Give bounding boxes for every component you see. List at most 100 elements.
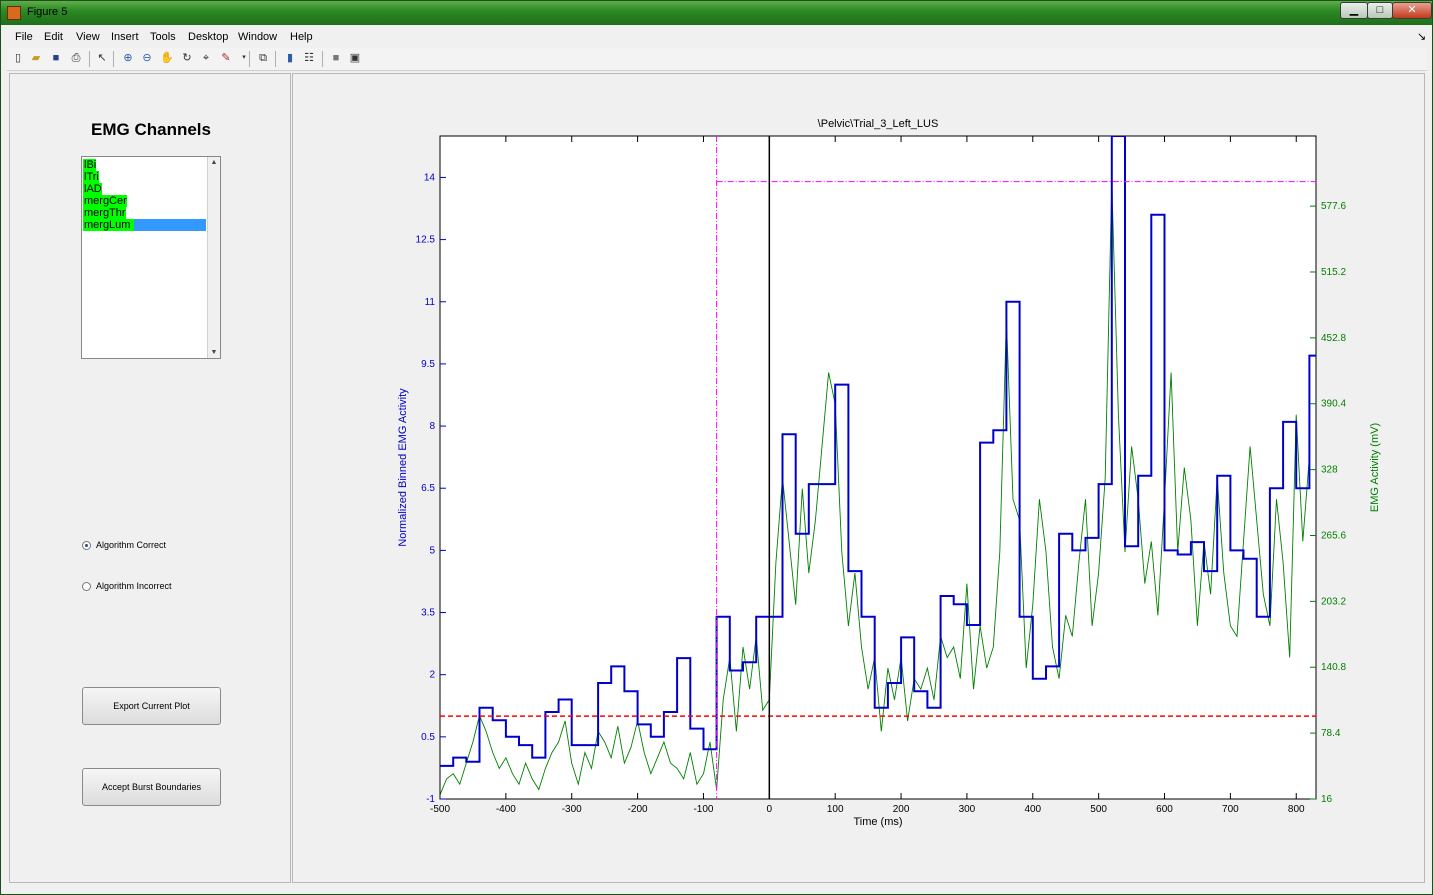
menu-file[interactable]: File [15, 31, 33, 43]
link-icon[interactable]: ⧉ [259, 52, 267, 64]
y-right-tick-label: 265.6 [1321, 530, 1346, 541]
channel-item[interactable]: lBi [83, 159, 97, 171]
x-tick-label: 200 [893, 804, 910, 815]
pointer-icon[interactable]: ↖ [97, 52, 107, 64]
scroll-down-icon[interactable]: ▼ [210, 349, 218, 356]
channel-item[interactable]: lAD [83, 183, 102, 195]
channel-panel: EMG Channels lBi lTri lAD mergCer mergTh… [9, 73, 291, 883]
y-right-tick-label: 140.8 [1321, 662, 1346, 673]
menu-insert[interactable]: Insert [111, 31, 139, 43]
y-right-tick-label: 78.4 [1321, 728, 1341, 739]
matlab-icon [7, 6, 21, 20]
zoom-out-icon[interactable]: ⊖ [142, 52, 152, 64]
scroll-up-icon[interactable]: ▲ [210, 159, 218, 166]
channel-item[interactable]: mergThr [83, 207, 126, 219]
y-left-tick-label: 6.5 [421, 483, 435, 494]
zoom-in-icon[interactable]: ⊕ [123, 52, 133, 64]
save-icon[interactable]: ■ [52, 52, 60, 64]
y-right-tick-label: 16 [1321, 794, 1333, 805]
x-tick-label: -200 [628, 804, 648, 815]
maximize-button[interactable]: □ [1367, 2, 1393, 19]
radio-dot-icon[interactable] [82, 582, 91, 591]
channel-listbox[interactable]: lBi lTri lAD mergCer mergThr mergLum ▲ ▼ [81, 156, 221, 359]
radio-label: Algorithm Correct [96, 540, 167, 550]
menu-view[interactable]: View [76, 31, 100, 43]
minimize-button[interactable]: ▁ [1340, 2, 1368, 19]
toolbar-separator [113, 51, 114, 67]
y-left-tick-label: 14 [424, 172, 436, 183]
channel-item[interactable]: lTri [83, 171, 99, 183]
rotate-icon[interactable]: ↻ [182, 52, 192, 64]
x-tick-label: -400 [496, 804, 516, 815]
y-right-tick-label: 577.6 [1321, 201, 1346, 212]
menu-bar: File Edit View Insert Tools Desktop Wind… [7, 28, 1427, 47]
y-left-tick-label: -1 [426, 794, 435, 805]
data-cursor-icon[interactable]: ⌖ [202, 52, 210, 64]
channel-item-selected[interactable]: mergLum [83, 219, 206, 231]
x-tick-label: -100 [693, 804, 713, 815]
x-tick-label: -500 [430, 804, 450, 815]
y-left-tick-label: 9.5 [421, 359, 435, 370]
y-left-tick-label: 0.5 [421, 732, 435, 743]
x-tick-label: 700 [1222, 804, 1239, 815]
y-left-tick-label: 5 [429, 545, 435, 556]
y-left-tick-label: 12.5 [416, 235, 436, 246]
plot-area [439, 135, 1317, 800]
toolbar-separator [275, 51, 276, 67]
legend-icon[interactable]: ☷ [304, 52, 314, 64]
menu-tools[interactable]: Tools [150, 31, 176, 43]
y-right-axis-label: EMG Activity (mV) [1369, 423, 1381, 512]
print-icon[interactable]: ⎙ [71, 52, 81, 64]
radio-label: Algorithm Incorrect [96, 581, 172, 591]
y-left-axis-label: Normalized Binned EMG Activity [397, 388, 409, 547]
toolbar: ▯ ▰ ■ ⎙ ↖ ⊕ ⊖ ✋ ↻ ⌖ ✎ ▾ ⧉ ▮ ☷ ■ ▣ [7, 48, 1427, 71]
open-file-icon[interactable]: ▰ [31, 52, 41, 64]
accept-burst-boundaries-button[interactable]: Accept Burst Boundaries [82, 768, 221, 806]
x-tick-label: -300 [562, 804, 582, 815]
x-tick-label: 500 [1090, 804, 1107, 815]
menu-overflow-icon[interactable]: ↘ [1417, 31, 1427, 43]
plot-panel: -500 -400 -300 -200 -100 0 100 200 300 400 500 600 7… [292, 73, 1425, 883]
radio-algorithm-incorrect[interactable]: Algorithm Incorrect [82, 581, 212, 595]
listbox-scrollbar[interactable]: ▲ ▼ [207, 157, 220, 358]
close-button[interactable]: ✕ [1392, 2, 1432, 19]
brush-dropdown-icon[interactable]: ▾ [242, 54, 246, 61]
new-figure-icon[interactable]: ▯ [14, 52, 22, 64]
x-axis-label: Time (ms) [853, 816, 902, 828]
dock-icon[interactable]: ▣ [349, 52, 361, 64]
x-tick-label: 400 [1024, 804, 1041, 815]
binned-emg-line [440, 136, 1316, 767]
x-tick-label: 100 [827, 804, 844, 815]
y-right-tick-label: 328 [1321, 465, 1338, 476]
toolbar-separator [89, 51, 90, 67]
menu-help[interactable]: Help [290, 31, 313, 43]
y-right-tick-label: 515.2 [1321, 267, 1346, 278]
export-current-plot-button[interactable]: Export Current Plot [82, 687, 221, 725]
menu-desktop[interactable]: Desktop [188, 31, 229, 43]
toolbar-separator [322, 51, 323, 67]
menu-edit[interactable]: Edit [44, 31, 63, 43]
x-tick-label: 800 [1288, 804, 1305, 815]
x-tick-label: 0 [767, 804, 773, 815]
y-right-tick-label: 203.2 [1321, 596, 1346, 607]
toolbar-separator [249, 51, 250, 67]
radio-algorithm-correct[interactable]: Algorithm Correct [82, 540, 212, 554]
y-right-tick-label: 452.8 [1321, 333, 1346, 344]
colorbar-icon[interactable]: ▮ [286, 52, 294, 64]
y-left-tick-label: 2 [429, 670, 435, 681]
chart-title: \Pelvic\Trial_3_Left_LUS [818, 118, 939, 130]
window-title: Figure 5 [27, 6, 68, 18]
panel-title: EMG Channels [91, 120, 211, 139]
emg-chart[interactable]: -500 -400 -300 -200 -100 0 100 200 300 400 500 600 7… [293, 74, 1424, 882]
menu-window[interactable]: Window [238, 31, 278, 43]
pan-icon[interactable]: ✋ [160, 52, 174, 64]
radio-dot-icon[interactable] [82, 541, 91, 550]
y-left-tick-label: 11 [425, 297, 436, 308]
x-tick-label: 300 [959, 804, 976, 815]
brush-icon[interactable]: ✎ [221, 52, 231, 64]
y-right-tick-label: 390.4 [1321, 399, 1346, 410]
channel-item[interactable]: mergCer [83, 195, 127, 207]
title-bar: Figure 5 ▁ □ ✕ [1, 1, 1432, 25]
hide-tools-icon[interactable]: ■ [332, 52, 340, 64]
